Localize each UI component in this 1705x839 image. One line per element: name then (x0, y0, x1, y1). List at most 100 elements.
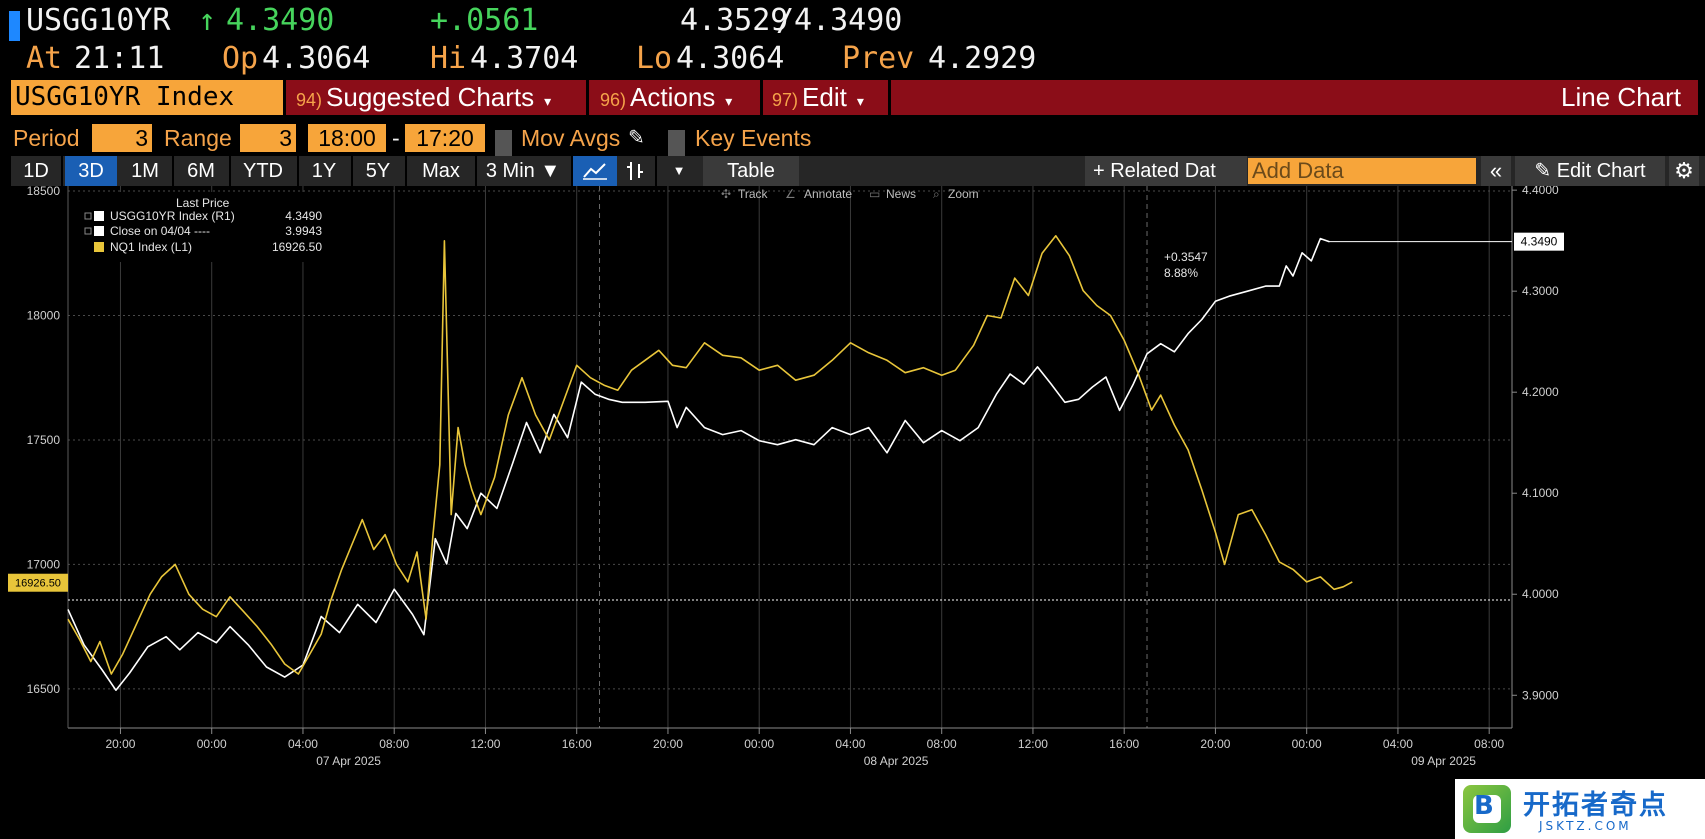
gear-icon[interactable]: ⚙ (1669, 156, 1699, 186)
legend-title: Last Price (176, 196, 230, 210)
bar-chart-icon[interactable] (617, 156, 653, 186)
chart-toolbar: 1D 3D 1M 6M YTD 1Y 5Y Max 3 Min ▼ ▼ Tabl… (11, 156, 1705, 186)
x-tick-label: 12:00 (470, 737, 500, 751)
ticker-symbol[interactable]: USGG10YR (26, 3, 171, 38)
prev-value: 4.2929 (928, 41, 1037, 76)
chart-style-dropdown-icon[interactable]: ▼ (672, 163, 686, 178)
related-data-button[interactable]: + Related Dat (1085, 156, 1247, 186)
range-1m-button[interactable]: 1M (131, 160, 159, 182)
x-tick-label: 08:00 (379, 737, 409, 751)
key-events-checkbox[interactable] (668, 130, 685, 158)
annotate-tool[interactable]: Annotate (804, 187, 852, 201)
period-row: Period 3 Range 3 18:00 - 17:20 Mov Avgs … (0, 124, 1705, 158)
right-last-price-tag (1514, 232, 1564, 251)
toolbar-divider (172, 156, 174, 186)
interval-select[interactable]: 3 Min ▼ (485, 160, 561, 182)
edit-menu[interactable]: 97) Edit ▾ (772, 80, 864, 115)
x-tick-label: 20:00 (653, 737, 683, 751)
left-axis-tick-label: 16500 (27, 682, 61, 696)
range-ytd-button[interactable]: YTD (243, 160, 283, 182)
x-tick-label: 08:00 (1474, 737, 1504, 751)
toolbar-divider (351, 156, 353, 186)
left-axis-tick-label: 17000 (27, 557, 61, 571)
toolbar-divider (475, 156, 477, 186)
chart-grid (68, 186, 1512, 728)
x-tick-label: 12:00 (1018, 737, 1048, 751)
legend-toggle-icon[interactable] (84, 212, 92, 220)
watermark-text: 开拓者奇点 (1523, 790, 1668, 821)
chevron-down-icon: ▾ (544, 93, 552, 109)
zoom-icon: ⌕ (933, 187, 940, 201)
date-label: 08 Apr 2025 (864, 754, 929, 768)
news-icon: ▭ (869, 187, 880, 201)
add-data-input[interactable]: Add Data (1248, 158, 1476, 184)
mov-avgs-label[interactable]: Mov Avgs (521, 125, 621, 151)
x-tick-label: 16:00 (562, 737, 592, 751)
price-chart[interactable]: 20:00 00:00 04:00 08:00 12:00 16:00 20:00 00:00… (0, 186, 1705, 839)
collapse-icon[interactable]: « (1481, 156, 1511, 186)
edit-chart-label: Edit Chart (1556, 160, 1646, 182)
time-to-field[interactable]: 17:20 (405, 124, 485, 152)
range-field[interactable]: 3 (240, 124, 296, 152)
security-field[interactable]: USGG10YR Index (11, 80, 283, 115)
toolbar-divider (405, 156, 407, 186)
command-bar: USGG10YR Index 94) Suggested Charts ▾ 96) A… (0, 80, 1705, 118)
legend-swatch-close (94, 226, 104, 236)
range-3d-button[interactable]: 3D (65, 156, 117, 186)
legend-value-yield: 4.3490 (285, 209, 322, 223)
legend-value-nq: 16926.50 (272, 240, 322, 254)
right-axis-tick-label: 4.0000 (1522, 587, 1559, 601)
x-tick-label: 08:00 (927, 737, 957, 751)
x-tick-label: 00:00 (744, 737, 774, 751)
bid-price: 4.3529 (680, 3, 789, 38)
pencil-icon[interactable]: ✎ (628, 127, 645, 149)
actions-menu[interactable]: 96) Actions ▾ (600, 80, 732, 115)
toolbar-divider (61, 156, 63, 186)
legend-swatch-nq (94, 242, 104, 252)
left-axis-tick-label: 18500 (27, 186, 61, 198)
change-absolute: +0.3547 (1164, 250, 1208, 264)
toolbar-divider (229, 156, 231, 186)
range-max-button[interactable]: Max (422, 160, 460, 182)
chart-background (0, 186, 1705, 839)
suggested-charts-menu[interactable]: 94) Suggested Charts ▾ (296, 80, 551, 115)
range-1d-button[interactable]: 1D (23, 160, 49, 182)
legend-toggle-icon[interactable] (84, 227, 92, 235)
key-events-label[interactable]: Key Events (695, 125, 812, 151)
line-chart-icon[interactable] (573, 156, 617, 186)
up-arrow-icon: ↑ (198, 3, 217, 38)
usgg10yr-yield-line[interactable] (67, 237, 1330, 692)
time-from-field[interactable]: 18:00 (308, 124, 386, 152)
legend-background (80, 192, 330, 262)
range-6m-button[interactable]: 6M (187, 160, 215, 182)
x-tick-label: 00:00 (197, 737, 227, 751)
range-5y-button[interactable]: 5Y (365, 160, 391, 182)
time-value: 21:11 (74, 41, 165, 76)
x-tick-label: 20:00 (105, 737, 135, 751)
zoom-tool[interactable]: Zoom (948, 187, 979, 201)
right-axis-tick-label: 4.1000 (1522, 486, 1559, 500)
table-button[interactable]: Table (703, 156, 799, 186)
range-1y-button[interactable]: 1Y (311, 160, 337, 182)
period-field[interactable]: 3 (92, 124, 152, 152)
high-value: 4.3704 (470, 41, 579, 76)
mov-avgs-checkbox[interactable] (495, 130, 512, 158)
menu-divider (586, 80, 589, 115)
edit-chart-button[interactable]: ✎ Edit Chart (1515, 156, 1665, 186)
watermark-logo (1463, 785, 1511, 833)
x-tick-label: 04:00 (1383, 737, 1413, 751)
x-tick-label: 04:00 (288, 737, 318, 751)
change-annotation: +0.3547 8.88% (1164, 250, 1208, 280)
date-label: 09 Apr 2025 (1411, 754, 1476, 768)
left-axis-tick-label: 17500 (27, 433, 61, 447)
right-axis-tick-label: 3.9000 (1522, 688, 1559, 702)
nq1-index-line[interactable] (67, 234, 1353, 675)
time-label: At (26, 41, 63, 76)
news-tool[interactable]: News (886, 187, 916, 201)
low-label: Lo (636, 41, 673, 76)
net-change: +.0561 (430, 3, 539, 38)
track-tool[interactable]: Track (738, 187, 769, 201)
legend-label-nq: NQ1 Index (L1) (110, 240, 192, 254)
menu-number: 97) (772, 90, 799, 110)
legend-value-close: 3.9943 (285, 224, 322, 238)
